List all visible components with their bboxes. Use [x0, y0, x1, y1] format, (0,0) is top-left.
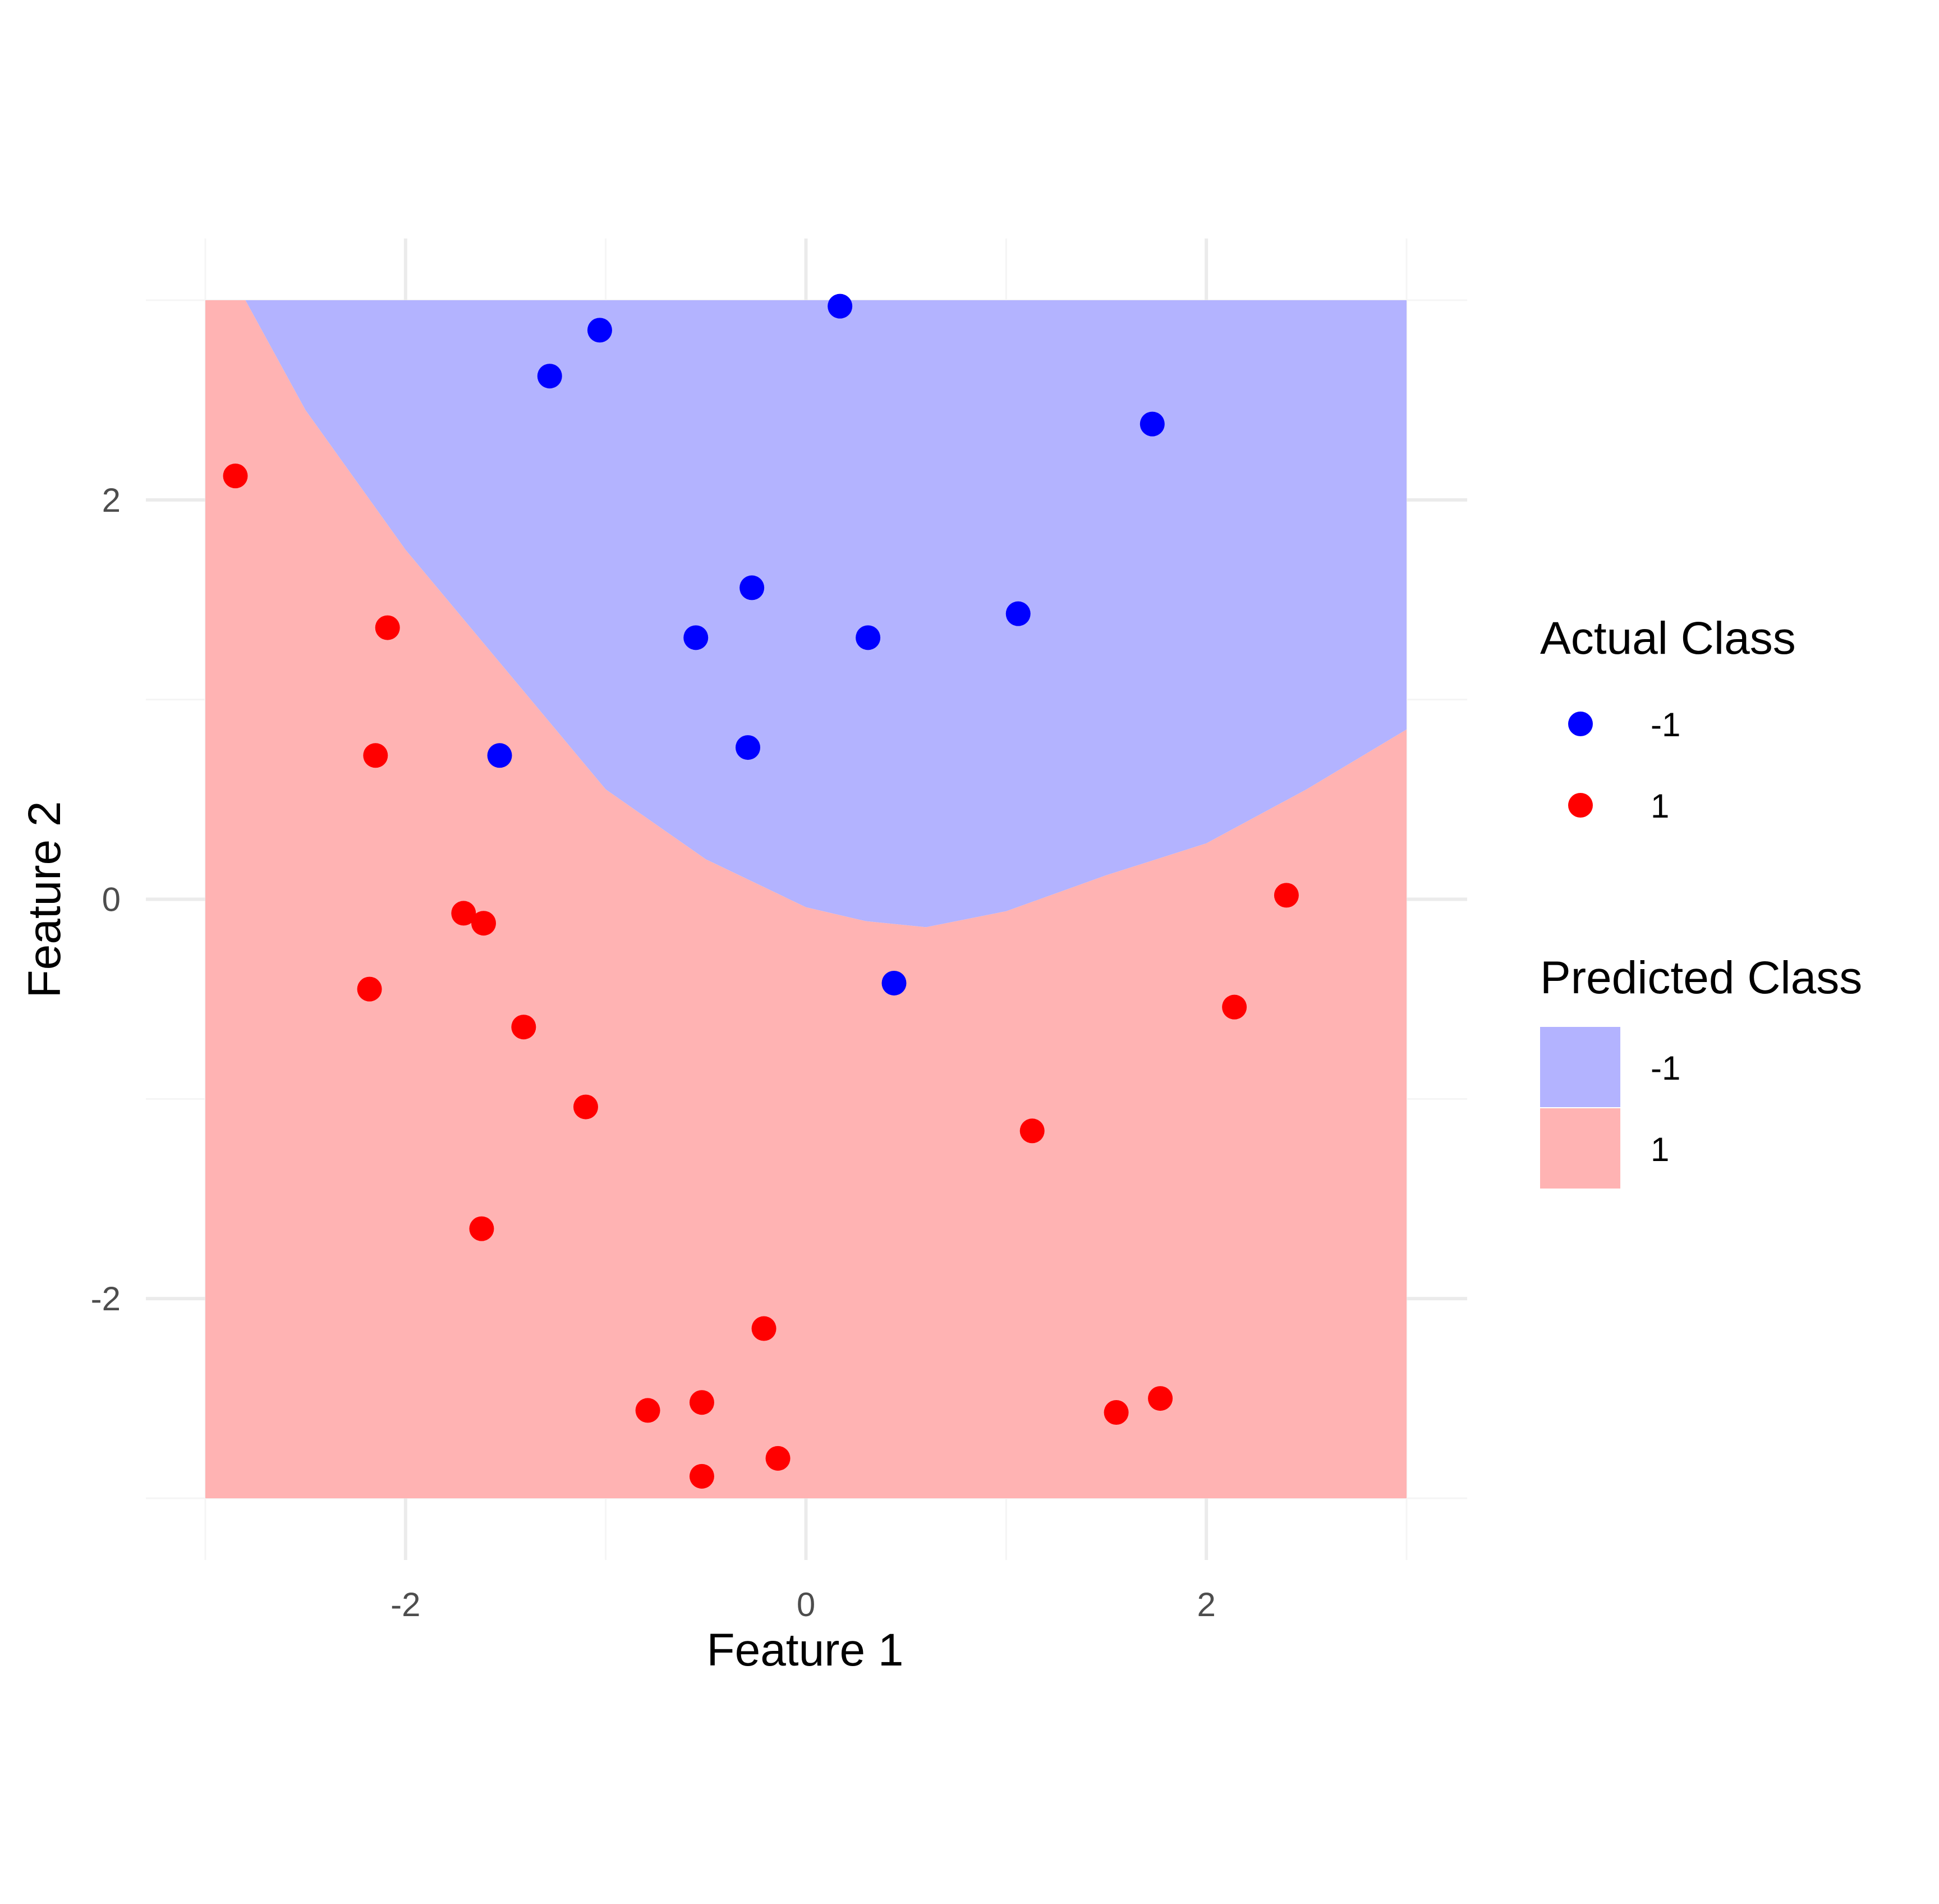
data-point-class-minus1	[739, 575, 765, 600]
legend-key-point	[1568, 793, 1593, 818]
y-tick-label: 0	[102, 881, 121, 919]
data-point-class-minus1	[856, 625, 881, 650]
data-point-class-1	[451, 901, 476, 926]
data-point-class-1	[1222, 994, 1247, 1020]
legend-key-fill	[1540, 1027, 1620, 1107]
legend-label: 1	[1651, 787, 1669, 825]
x-tick-label: 2	[1197, 1586, 1215, 1623]
legend-key-point	[1568, 712, 1593, 736]
data-point-class-1	[689, 1390, 714, 1415]
data-point-class-minus1	[537, 364, 562, 389]
legend-label: 1	[1651, 1131, 1669, 1168]
data-point-class-1	[511, 1015, 536, 1040]
data-point-class-1	[469, 1216, 494, 1241]
axis-ticks: -2 0 2 -2 0 2	[91, 481, 1216, 1623]
data-point-class-1	[751, 1316, 776, 1341]
y-tick-label: -2	[91, 1280, 121, 1318]
data-point-class-minus1	[1005, 601, 1031, 626]
data-point-class-1	[375, 615, 400, 640]
data-point-class-1	[573, 1094, 598, 1120]
data-point-class-minus1	[487, 743, 512, 768]
x-axis-title: Feature 1	[707, 1625, 904, 1676]
data-point-class-1	[223, 464, 248, 489]
data-point-class-1	[357, 976, 382, 1002]
x-tick-label: 0	[797, 1586, 815, 1623]
x-tick-label: -2	[390, 1586, 420, 1623]
y-axis-title: Feature 2	[19, 801, 70, 998]
data-point-class-1	[1148, 1386, 1173, 1411]
data-point-class-1	[1019, 1118, 1045, 1144]
data-point-class-1	[1274, 883, 1299, 908]
legend-key-fill	[1540, 1108, 1620, 1189]
data-point-class-1	[635, 1398, 660, 1423]
data-point-class-minus1	[683, 625, 709, 650]
data-point-class-minus1	[736, 735, 761, 760]
data-point-class-1	[689, 1463, 714, 1489]
legend-label: -1	[1651, 1049, 1680, 1087]
y-tick-label: 2	[102, 481, 121, 519]
decision-region	[205, 300, 1407, 1498]
data-point-class-minus1	[587, 318, 612, 343]
data-point-class-1	[1104, 1400, 1129, 1425]
data-points	[223, 293, 1299, 1489]
data-point-class-1	[363, 743, 388, 768]
legend-label: -1	[1651, 706, 1680, 744]
data-point-class-minus1	[828, 293, 853, 319]
data-point-class-1	[471, 911, 496, 936]
legend: Actual Class -1 1 Predicted Class -1 1	[1540, 613, 1862, 1189]
region-predicted-minus1	[245, 300, 1407, 928]
region-predicted-1	[205, 300, 1407, 1498]
data-point-class-minus1	[1139, 411, 1165, 437]
legend-title-actual-class: Actual Class	[1540, 613, 1796, 664]
legend-title-predicted-class: Predicted Class	[1540, 952, 1862, 1003]
data-point-class-minus1	[881, 970, 907, 995]
data-point-class-1	[765, 1446, 791, 1471]
